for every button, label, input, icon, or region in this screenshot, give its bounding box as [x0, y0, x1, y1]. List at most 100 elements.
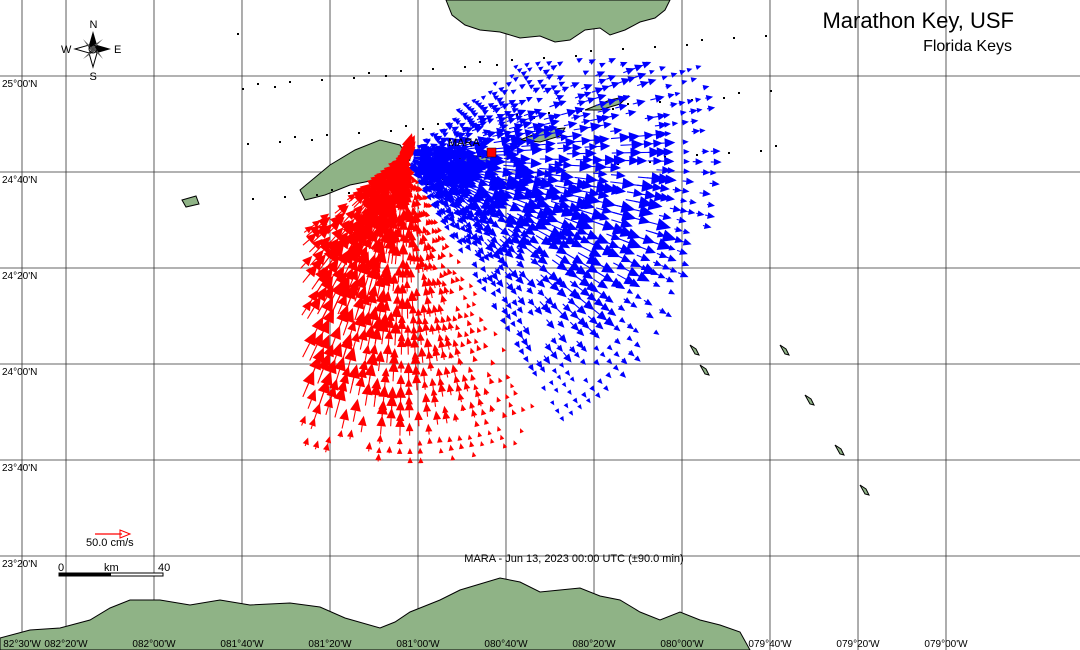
- current-vector-arrow: [537, 66, 544, 72]
- current-vector-arrow: [466, 106, 472, 111]
- current-vector-arrow: [447, 213, 455, 224]
- longitude-label: 081°20'W: [308, 639, 352, 650]
- current-vector-arrow: [427, 285, 436, 299]
- reef-islet: [779, 344, 790, 356]
- current-vector-arrow: [710, 147, 721, 155]
- current-vector-arrow: [609, 185, 627, 195]
- current-vector-arrow: [691, 128, 701, 135]
- current-vector-arrow: [484, 137, 495, 145]
- current-vector-arrow: [456, 238, 463, 246]
- current-vector-arrow: [546, 234, 565, 246]
- current-vector-arrow: [634, 72, 647, 80]
- current-vector-arrow: [416, 144, 423, 150]
- current-vector-arrow: [440, 294, 448, 305]
- current-vector-arrow: [461, 112, 468, 118]
- current-vector-arrow: [498, 86, 505, 93]
- current-vector-arrow: [510, 288, 517, 295]
- compass-s-label: S: [90, 71, 97, 83]
- current-vector-arrow: [450, 277, 456, 284]
- current-vector-arrow: [573, 351, 580, 358]
- current-vector-arrow: [439, 217, 447, 226]
- current-vector-arrow: [563, 402, 569, 409]
- current-vector-arrow: [474, 249, 483, 260]
- current-vector-arrow: [455, 276, 461, 283]
- current-vector-arrow: [492, 107, 502, 114]
- latitude-label: 25°00'N: [2, 79, 37, 90]
- current-vector-arrow: [464, 132, 474, 139]
- current-vector-arrow: [453, 208, 461, 217]
- current-vector-arrow: [577, 404, 582, 410]
- current-vector-arrow: [536, 278, 546, 288]
- current-vector-arrow: [505, 313, 511, 321]
- longitude-label: 082°20'W: [44, 639, 88, 650]
- current-vector-arrow: [575, 136, 592, 146]
- current-vector-arrow: [474, 420, 480, 428]
- current-vector-arrow: [680, 238, 692, 246]
- current-vector-arrow: [476, 278, 482, 285]
- current-vector-arrow: [553, 387, 559, 394]
- compass-n-label: N: [90, 19, 98, 31]
- current-vector-arrow: [510, 320, 516, 328]
- current-vector-arrow: [388, 360, 399, 382]
- current-vector-arrow: [655, 130, 668, 139]
- cuba-coast: [0, 577, 751, 650]
- current-vector-arrow: [701, 169, 711, 176]
- current-vector-arrow: [513, 64, 519, 70]
- latitude-label: 24°20'N: [2, 271, 37, 282]
- current-vector-arrow: [550, 85, 558, 91]
- current-vector-arrow: [576, 328, 585, 337]
- current-vector-arrow: [608, 58, 617, 64]
- map-subtitle: Florida Keys: [923, 38, 1012, 55]
- current-vector-arrow: [564, 369, 571, 376]
- current-vector-arrow: [574, 213, 595, 224]
- current-vector-arrow: [653, 329, 660, 335]
- current-vector-arrow: [490, 280, 497, 288]
- current-vector-arrow: [566, 389, 572, 395]
- current-vector-arrow: [489, 377, 495, 385]
- current-vector-arrow: [593, 358, 600, 366]
- current-vector-arrow: [634, 293, 642, 300]
- current-vector-arrow: [525, 191, 548, 202]
- current-vector-arrow: [357, 328, 368, 350]
- current-vector-arrow: [537, 289, 545, 297]
- current-vector-arrow: [433, 219, 439, 225]
- current-vector-arrow: [615, 103, 628, 111]
- current-vector-arrow: [645, 78, 657, 86]
- current-vector-arrow: [490, 104, 499, 111]
- current-vector-arrow: [480, 441, 485, 447]
- current-vector-arrow: [593, 278, 609, 289]
- current-vector-arrow: [597, 272, 614, 283]
- current-vector-arrow: [544, 307, 552, 315]
- current-vector-arrow: [431, 304, 439, 316]
- current-vector-arrow: [411, 199, 418, 210]
- current-vector-arrow: [548, 154, 571, 165]
- current-vector-arrow: [525, 344, 532, 352]
- current-vector-arrow: [564, 237, 584, 248]
- current-vector-arrow: [599, 114, 611, 122]
- current-vector-arrow: [409, 314, 418, 328]
- current-vector-arrow: [452, 269, 457, 276]
- current-vector-arrow: [511, 299, 518, 307]
- current-vector-arrow: [441, 235, 446, 242]
- current-vector-arrow: [672, 186, 683, 194]
- current-vector-arrow: [624, 258, 642, 267]
- current-vector-arrow: [322, 442, 330, 453]
- current-vector-arrow: [443, 366, 451, 378]
- current-vector-arrow: [570, 82, 580, 89]
- current-vector-arrow: [455, 108, 461, 113]
- current-vector-arrow: [639, 245, 656, 254]
- current-vector-arrow: [450, 364, 459, 376]
- current-vector-arrow: [601, 264, 615, 273]
- current-vector-arrow: [463, 381, 471, 392]
- current-vector-arrow: [546, 74, 554, 81]
- current-vector-arrow: [626, 188, 644, 198]
- current-vector-arrow: [468, 107, 475, 113]
- current-vector-arrow: [588, 196, 617, 209]
- timestamp: MARA - Jun 13, 2023 00:00 UTC (±90.0 min…: [464, 553, 683, 565]
- current-vector-arrow: [357, 415, 367, 433]
- current-vector-arrow: [431, 227, 437, 234]
- current-vector-arrow: [702, 84, 710, 91]
- current-vector-arrow: [437, 197, 445, 206]
- current-vector-arrow: [593, 135, 610, 144]
- current-vector-arrow: [397, 360, 405, 373]
